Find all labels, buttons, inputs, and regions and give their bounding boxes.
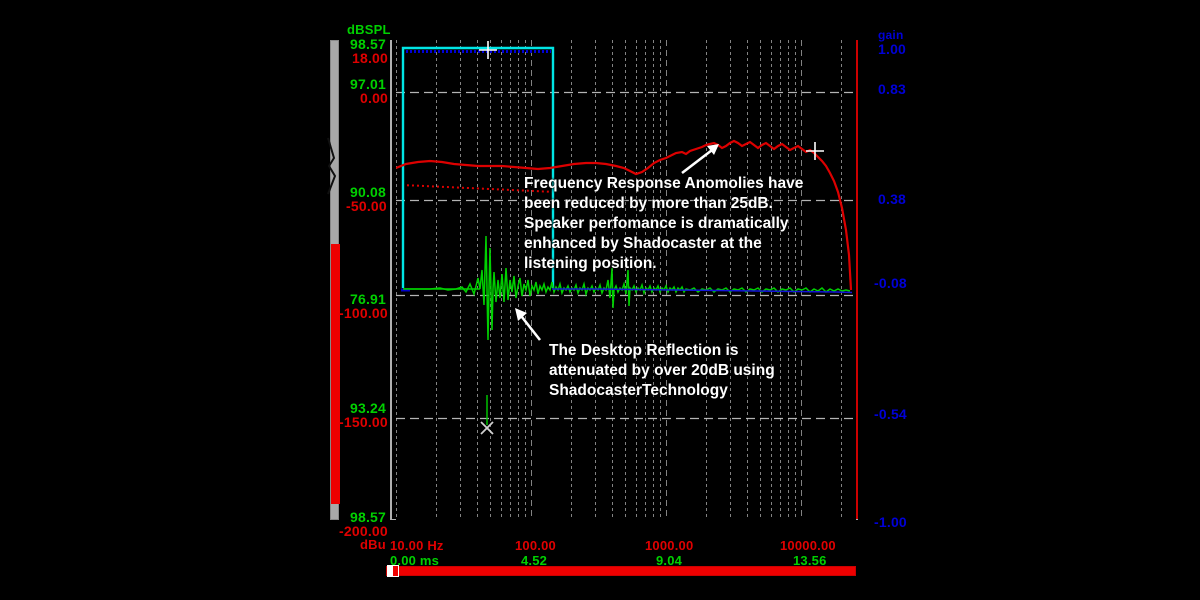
scrollbar-squiggle-icon xyxy=(327,137,337,195)
left-tick-spl-5: 98.57 xyxy=(350,509,387,525)
anno2-line3: ShadocasterTechnology xyxy=(549,382,728,399)
right-tick-2: 0.38 xyxy=(878,191,907,207)
left-tick-spl-2: 90.08 xyxy=(350,184,387,200)
crosshair-top-marker[interactable] xyxy=(479,41,497,59)
smoothed-gain-blue-trace xyxy=(552,288,853,294)
desktop-reflection-annotation: The Desktop Reflection is attenuated by … xyxy=(549,341,775,401)
horizontal-scrollbar-thumb-inner[interactable] xyxy=(393,566,398,576)
left-axis-unit-top: dBSPL xyxy=(347,22,391,37)
left-axis-unit-bottom: dBu xyxy=(360,537,386,552)
left-axis-line xyxy=(390,40,392,520)
arrow-to-response-icon xyxy=(681,144,719,175)
left-tick-dbu-0: 18.00 xyxy=(352,50,389,66)
anno1-line3: Speaker perfomance is dramatically xyxy=(524,215,789,232)
frequency-response-annotation: Frequency Response Anomolies have been r… xyxy=(524,174,803,274)
right-tick-1: 0.83 xyxy=(878,81,907,97)
plot-area[interactable] xyxy=(396,40,856,520)
anno1-line1: Frequency Response Anomolies have xyxy=(524,175,804,192)
left-tick-dbu-3: -100.00 xyxy=(339,305,388,321)
bottom-time-tick-3: 13.56 xyxy=(793,553,827,568)
reference-dotted-red-line xyxy=(401,184,557,193)
bottom-time-tick-1: 4.52 xyxy=(521,553,548,568)
vertical-scrollbar-thumb[interactable] xyxy=(331,244,340,504)
vertical-gridlines xyxy=(396,40,842,520)
left-tick-dbu-1: 0.00 xyxy=(360,90,389,106)
right-axis-unit: gain xyxy=(878,28,904,42)
vertical-scrollbar-track[interactable] xyxy=(330,40,340,520)
bottom-freq-tick-3: 10000.00 xyxy=(780,538,836,553)
right-tick-4: -0.54 xyxy=(874,406,907,422)
anno2-line1: The Desktop Reflection is xyxy=(549,342,739,359)
right-tick-0: 1.00 xyxy=(878,41,907,57)
crosshair-response-marker[interactable] xyxy=(806,142,824,160)
left-tick-spl-3: 76.91 xyxy=(350,291,387,307)
anno1-line2: been reduced by more than 25dB. xyxy=(524,195,773,212)
frequency-response-red-trace xyxy=(396,139,853,291)
left-tick-spl-4: 93.24 xyxy=(350,400,387,416)
horizontal-gridlines xyxy=(396,91,856,420)
left-tick-spl-1: 97.01 xyxy=(350,76,387,92)
x-marker-bottom[interactable] xyxy=(480,421,494,435)
anno1-line4: enhanced by Shadocaster at the xyxy=(524,235,762,252)
anno2-line2: attenuated by over 20dB using xyxy=(549,362,775,379)
arrow-to-impulse-icon xyxy=(515,308,542,341)
bottom-freq-tick-1: 100.00 xyxy=(515,538,556,553)
left-tick-dbu-5: -200.00 xyxy=(339,523,388,539)
bottom-time-tick-0: 0.00 ms xyxy=(390,553,440,568)
horizontal-scrollbar-track[interactable] xyxy=(386,566,856,576)
right-axis-line xyxy=(856,40,858,520)
bottom-freq-tick-2: 1000.00 xyxy=(645,538,694,553)
bottom-freq-tick-0: 10.00 Hz xyxy=(390,538,444,553)
left-tick-spl-0: 98.57 xyxy=(350,36,387,52)
anno1-line5: listening position. xyxy=(524,255,657,272)
right-tick-5: -1.00 xyxy=(874,514,907,530)
plot-svg xyxy=(396,40,856,520)
bottom-time-tick-2: 9.04 xyxy=(656,553,683,568)
left-tick-dbu-2: -50.00 xyxy=(346,198,387,214)
impulse-response-green-trace xyxy=(403,235,851,341)
left-tick-dbu-4: -150.00 xyxy=(339,414,388,430)
right-tick-3: -0.08 xyxy=(874,275,907,291)
